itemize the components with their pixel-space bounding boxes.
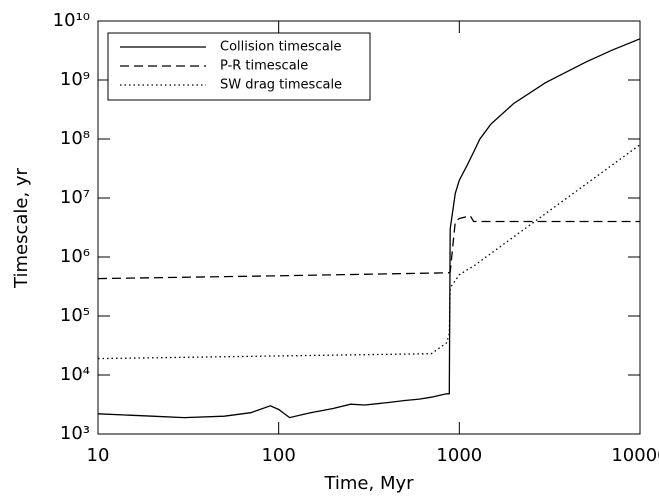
y-axis-label: Timescale, yr <box>11 167 32 289</box>
plot-frame <box>97 20 641 435</box>
legend-label: P-R timescale <box>220 59 308 74</box>
y-tick-label: 10¹⁰ <box>53 10 90 31</box>
y-tick-label: 10⁶ <box>60 246 90 267</box>
x-tick-label: 10 <box>87 445 110 466</box>
y-tick-label: 10⁵ <box>60 305 90 326</box>
x-tick-label: 1000 <box>436 445 482 466</box>
legend-label: Collision timescale <box>220 40 341 55</box>
series-line <box>97 38 641 419</box>
y-tick-label: 10⁹ <box>60 69 90 90</box>
y-tick-label: 10⁸ <box>60 128 90 149</box>
series-line <box>97 144 641 360</box>
series-line <box>97 215 640 280</box>
y-tick-label: 10³ <box>60 423 90 444</box>
y-tick-label: 10⁴ <box>60 364 90 385</box>
x-tick-label: 100 <box>261 445 295 466</box>
legend-label: SW drag timescale <box>220 78 342 93</box>
x-axis-label: Time, Myr <box>323 473 414 494</box>
x-tick-label: 10000 <box>611 445 659 466</box>
y-tick-label: 10⁷ <box>60 187 90 208</box>
